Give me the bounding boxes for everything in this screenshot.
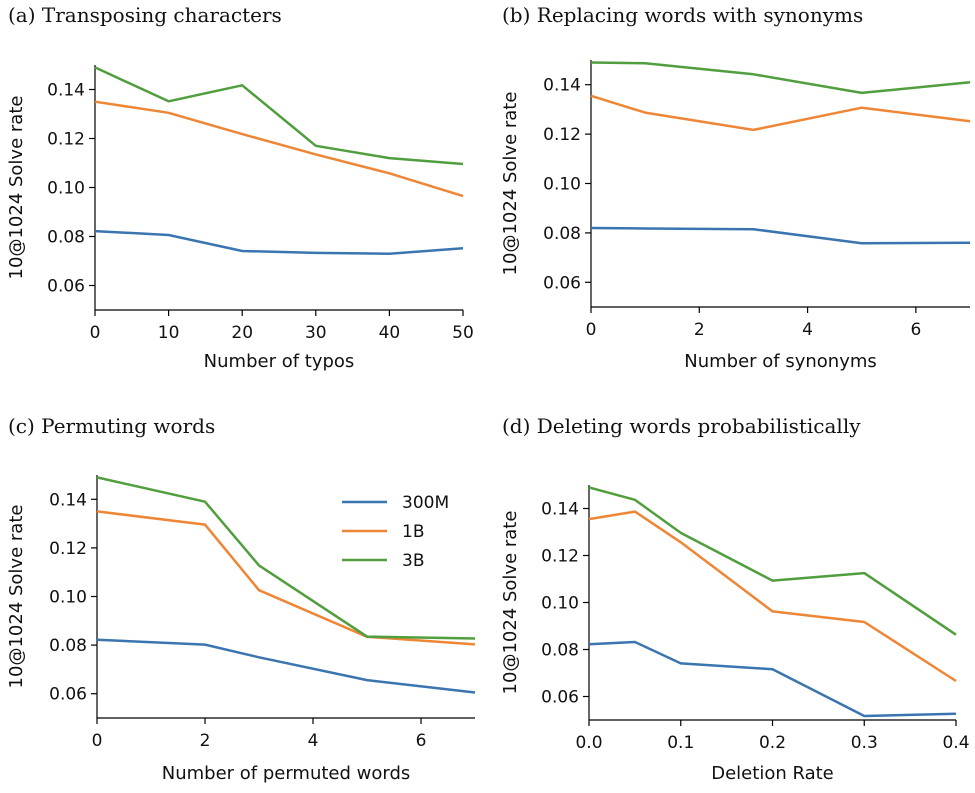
x-tick-label: 0 <box>92 731 103 751</box>
series-line-3B <box>588 486 957 636</box>
series-line-300M <box>96 638 476 694</box>
y-tick-label: 0.08 <box>49 636 87 656</box>
y-axis-label: 10@1024 Solve rate <box>500 92 521 276</box>
y-tick-label: 0.08 <box>543 224 581 244</box>
x-tick-label: 10 <box>158 323 180 343</box>
series-line-300M <box>94 229 464 255</box>
chart-title: (c) Permuting words <box>8 414 215 438</box>
legend-label: 300M <box>402 493 449 513</box>
series-line-1B <box>590 94 971 132</box>
chart-panel-4: (d) Deleting words probabilistically 0.06… <box>500 414 970 784</box>
series-line-1B <box>94 100 464 198</box>
x-tick-label: 2 <box>694 320 705 340</box>
y-tick-label: 0.06 <box>543 273 581 293</box>
y-axis-label: 10@1024 Solve rate <box>6 96 27 280</box>
y-tick-label: 0.12 <box>47 130 85 150</box>
y-tick-label: 0.08 <box>541 641 579 661</box>
y-tick-label: 0.06 <box>49 685 87 705</box>
x-tick-label: 0 <box>586 320 597 340</box>
x-tick-label: 20 <box>231 323 253 343</box>
x-tick-label: 30 <box>305 323 327 343</box>
x-tick-label: 0.0 <box>575 733 602 753</box>
chart-title: (a) Transposing characters <box>8 3 282 27</box>
x-tick-label: 0 <box>90 323 101 343</box>
chart-panel-3: (c) Permuting words 0.06 0.08 0.10 0.12 0.14 0… <box>6 414 476 784</box>
y-tick-label: 0.12 <box>49 539 87 559</box>
x-axis-label: Deletion Rate <box>711 763 833 784</box>
y-tick-label: 0.10 <box>541 594 579 614</box>
y-tick-label: 0.10 <box>49 588 87 608</box>
series-line-300M <box>588 640 957 718</box>
x-tick-label: 0.3 <box>851 733 878 753</box>
legend-label: 3B <box>402 551 424 571</box>
series-line-3B <box>590 61 971 95</box>
y-tick-label: 0.14 <box>543 76 581 96</box>
series-line-1B <box>96 510 476 646</box>
y-axis-label: 10@1024 Solve rate <box>500 511 521 695</box>
y-tick-label: 0.10 <box>543 175 581 195</box>
x-tick-label: 0.1 <box>667 733 694 753</box>
series-line-3B <box>96 476 476 640</box>
y-axis-label: 10@1024 Solve rate <box>6 505 27 689</box>
x-tick-label: 6 <box>416 731 427 751</box>
x-axis-label: Number of permuted words <box>162 763 411 784</box>
chart-title: (b) Replacing words with synonyms <box>502 3 863 27</box>
x-tick-label: 6 <box>910 320 921 340</box>
series-line-3B <box>94 66 464 166</box>
x-axis-label: Number of typos <box>204 351 355 372</box>
y-tick-label: 0.14 <box>47 81 85 101</box>
x-tick-label: 0.4 <box>942 733 969 753</box>
x-tick-label: 4 <box>802 320 813 340</box>
x-axis-label: Number of synonyms <box>684 351 877 372</box>
chart-panel-2: (b) Replacing words with synonyms 0.06 0.0… <box>500 3 971 372</box>
y-tick-label: 0.10 <box>47 179 85 199</box>
x-tick-label: 0.2 <box>759 733 786 753</box>
y-tick-label: 0.06 <box>47 277 85 297</box>
y-tick-label: 0.12 <box>541 547 579 567</box>
chart-title: (d) Deleting words probabilistically <box>502 414 861 438</box>
y-tick-label: 0.12 <box>543 125 581 145</box>
y-tick-label: 0.08 <box>47 228 85 248</box>
x-tick-label: 2 <box>200 731 211 751</box>
series-line-1B <box>588 510 957 683</box>
y-tick-label: 0.14 <box>541 500 579 520</box>
x-tick-label: 4 <box>308 731 319 751</box>
chart-panel-1: (a) Transposing characters 0.06 0.08 0.10 0.… <box>6 3 474 372</box>
y-tick-label: 0.06 <box>541 688 579 708</box>
x-tick-label: 40 <box>379 323 401 343</box>
series-line-300M <box>590 226 971 245</box>
legend: 300M 1B 3B <box>342 493 449 571</box>
legend-label: 1B <box>402 522 424 542</box>
x-tick-label: 50 <box>452 323 474 343</box>
y-tick-label: 0.14 <box>49 490 87 510</box>
